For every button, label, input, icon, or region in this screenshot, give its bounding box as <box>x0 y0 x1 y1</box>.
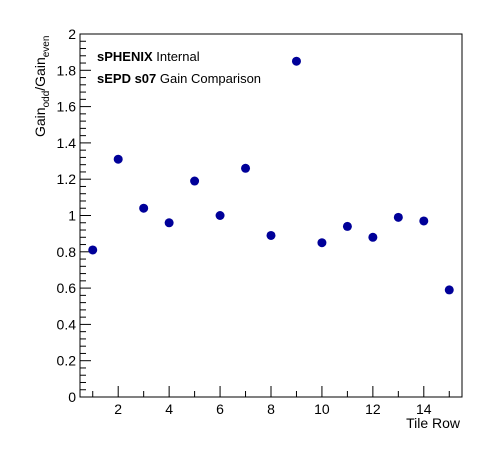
y-title-main: Gain <box>32 107 48 137</box>
axis-ticks <box>80 33 450 398</box>
annotation-sphenix-rest: Internal <box>153 49 200 64</box>
axis-tick-labels: 2 4 6 8 10 12 14 0 0.2 0.4 0.6 0.8 1 1.2 1.4 1.6 1.8 2 <box>57 26 432 417</box>
y-tick-label: 1 <box>68 208 76 224</box>
annotation-sphenix: sPHENIX Internal <box>97 49 200 64</box>
annotation-sepd-bold: sEPD s07 <box>97 71 156 86</box>
x-tick-label: 4 <box>165 401 173 417</box>
x-tick-label: 8 <box>267 401 275 417</box>
data-points <box>88 56 454 295</box>
data-point <box>164 218 174 228</box>
data-point <box>241 163 251 173</box>
data-point <box>393 212 403 222</box>
data-point <box>342 221 352 231</box>
annotation-sepd-rest: Gain Comparison <box>156 71 261 86</box>
y-tick-label: 1.6 <box>57 99 77 115</box>
x-tick-label: 6 <box>216 401 224 417</box>
y-tick-label: 2 <box>68 26 76 42</box>
y-tick-label: 0 <box>68 389 76 405</box>
data-point <box>368 232 378 242</box>
plot-frame <box>79 33 463 398</box>
x-tick-label: 2 <box>114 401 122 417</box>
y-title-mid: /Gain <box>32 57 48 90</box>
data-point <box>444 285 454 295</box>
data-point <box>215 211 225 220</box>
data-point <box>266 230 276 240</box>
data-point <box>419 216 429 226</box>
data-point <box>190 176 200 186</box>
y-tick-label: 0.4 <box>57 316 77 332</box>
y-tick-label: 1.8 <box>57 62 77 78</box>
y-tick-label: 0.2 <box>57 353 77 369</box>
annotation-sphenix-bold: sPHENIX <box>97 49 153 64</box>
x-tick-label: 12 <box>365 401 381 417</box>
data-point <box>291 56 301 66</box>
annotation-sepd: sEPD s07 Gain Comparison <box>97 71 261 86</box>
x-axis-title: Tile Row <box>406 415 461 431</box>
y-title-sub-odd: odd <box>41 91 52 108</box>
data-point <box>113 154 123 164</box>
y-tick-label: 0.8 <box>57 244 77 260</box>
y-axis-title: Gainodd/Gaineven <box>32 36 52 137</box>
x-tick-label: 10 <box>314 401 330 417</box>
data-point <box>317 238 327 248</box>
y-tick-label: 0.6 <box>57 280 77 296</box>
y-tick-label: 1.4 <box>57 135 77 151</box>
data-point <box>139 203 149 213</box>
y-tick-label: 1.2 <box>57 171 77 187</box>
y-title-sub-even: even <box>41 36 52 58</box>
x-tick-label: 14 <box>416 401 432 417</box>
data-point <box>88 245 98 255</box>
